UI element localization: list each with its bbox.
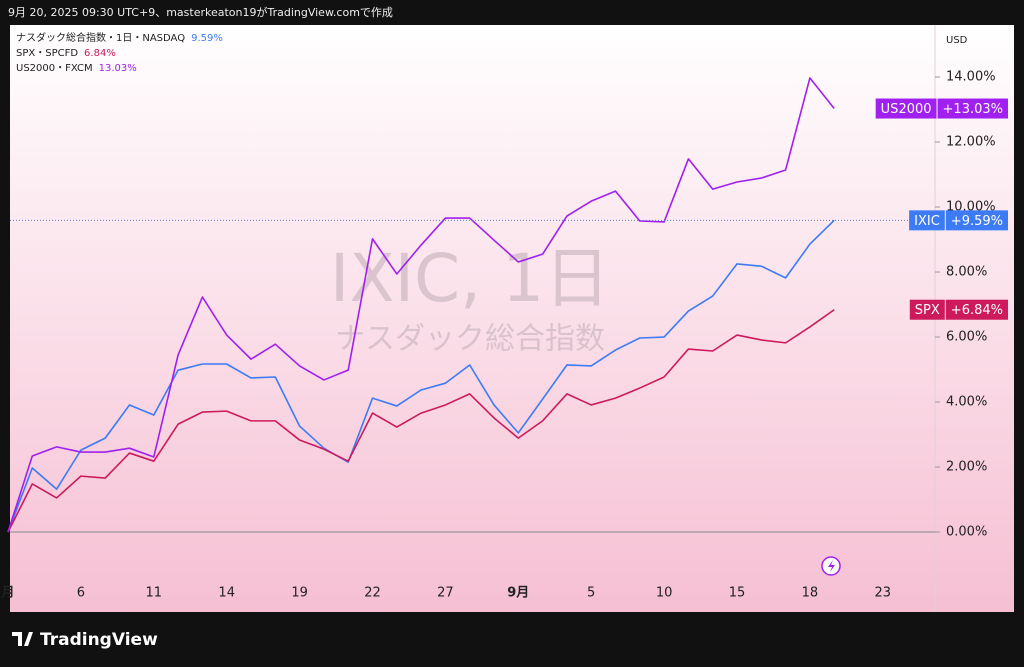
chart-panel — [10, 25, 1014, 612]
x-tick-label: 22 — [364, 586, 381, 601]
y-tick-label: 8.00% — [946, 265, 987, 280]
badge-value: +9.59% — [951, 214, 1003, 229]
badge-symbol: SPX — [915, 303, 940, 318]
series-line — [7, 219, 835, 533]
brand: TradingView — [40, 630, 158, 650]
badge-value: +13.03% — [943, 102, 1003, 117]
badge-symbol-bg — [909, 299, 945, 320]
price-badge: +9.59% IXIC — [909, 210, 1008, 231]
x-tick-label: 月 — [0, 586, 14, 601]
y-tick-label: 14.00% — [946, 70, 996, 85]
badge-symbol-bg — [875, 98, 937, 119]
badge-symbol: IXIC — [914, 214, 940, 229]
x-tick-label: 15 — [729, 586, 746, 601]
legend-entry: SPX・SPCFD — [16, 48, 78, 59]
x-tick-label: 11 — [146, 586, 163, 601]
series-line — [7, 309, 835, 533]
price-badge: +6.84% SPX — [909, 299, 1008, 320]
x-tick-label: 18 — [802, 586, 819, 601]
logo: TradingView — [12, 630, 158, 650]
x-tick-label: 14 — [218, 586, 235, 601]
badge-value-bg — [945, 299, 1008, 320]
x-tick-label: 5 — [587, 586, 595, 601]
watermark: IXIC, 1日 — [330, 240, 610, 317]
y-tick-label: 6.00% — [946, 330, 987, 345]
y-tick-label: 0.00% — [946, 525, 987, 540]
x-tick-label: 19 — [291, 586, 308, 601]
legend-entry: ナスダック総合指数・1日・NASDAQ — [16, 31, 185, 44]
badge-value-bg — [937, 98, 1008, 119]
badge-symbol: US2000 — [881, 102, 932, 117]
currency: USD — [946, 35, 968, 46]
badge-value-bg — [945, 210, 1008, 231]
legend-entry: US2000・FXCM — [16, 63, 93, 74]
legend-value: 13.03% — [99, 63, 137, 74]
lightning-button[interactable] — [821, 556, 841, 576]
watermark-subtitle: ナスダック総合指数 — [335, 322, 605, 357]
x-tick-label: 27 — [437, 586, 454, 601]
price-badge: +13.03% US2000 — [875, 98, 1008, 119]
y-tick-label: 12.00% — [946, 135, 996, 150]
series-line — [7, 77, 835, 533]
x-tick-label: 23 — [875, 586, 892, 601]
x-tick-label: 9月 — [507, 586, 529, 601]
y-tick-label: 4.00% — [946, 395, 987, 410]
y-tick-label: 2.00% — [946, 460, 987, 475]
x-tick-label: 6 — [77, 586, 85, 601]
legend-value: 9.59% — [191, 33, 223, 44]
legend-value: 6.84% — [84, 48, 116, 59]
badge-symbol-bg — [909, 210, 945, 231]
badge-value: +6.84% — [951, 303, 1003, 318]
x-tick-label: 10 — [656, 586, 673, 601]
header: 9月 20, 2025 09:30 UTC+9、masterkeaton19がT… — [8, 5, 393, 19]
